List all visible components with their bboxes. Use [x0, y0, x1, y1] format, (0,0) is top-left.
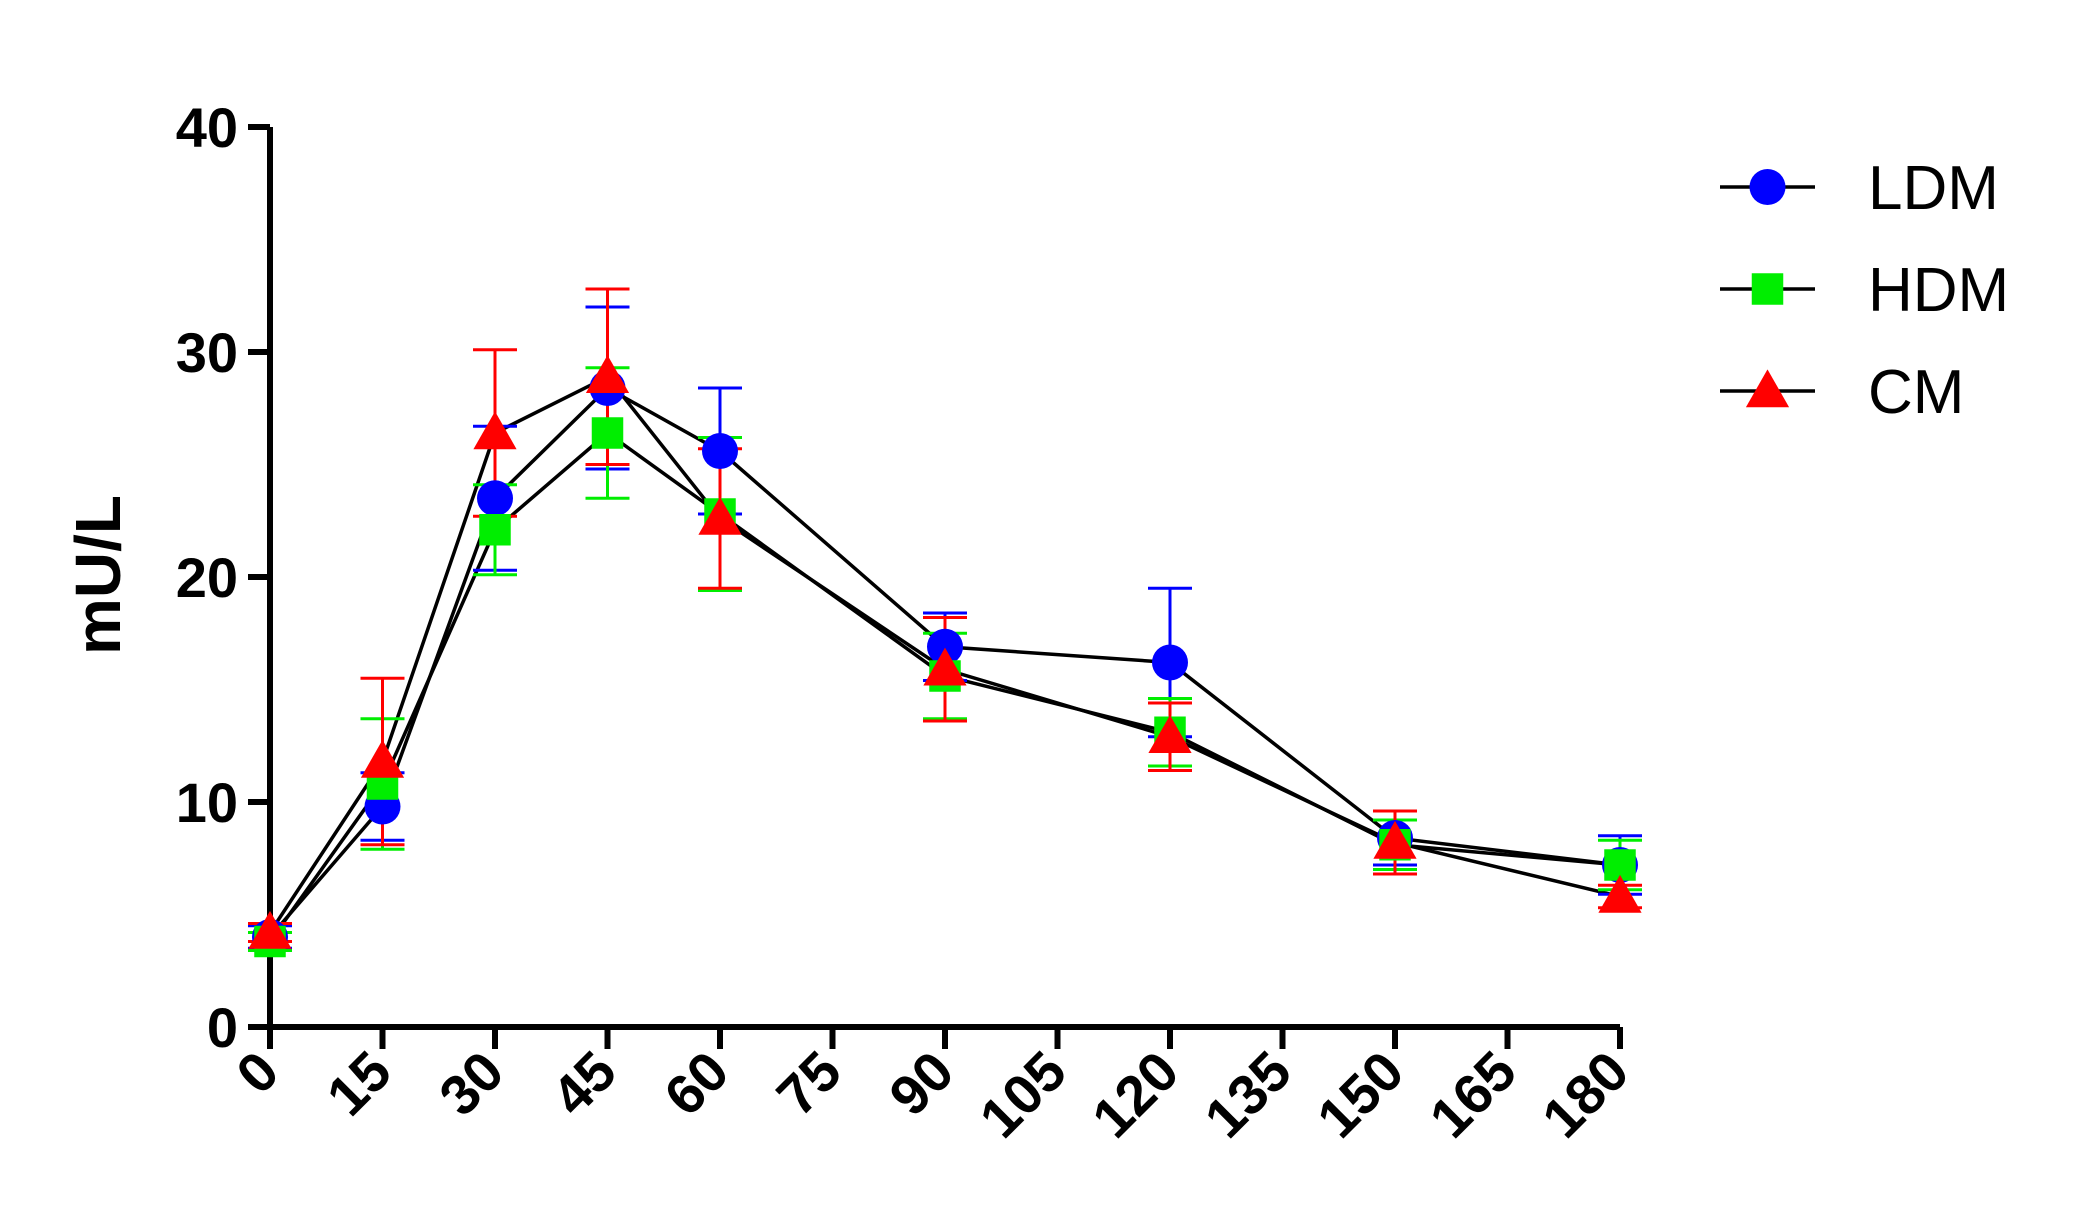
x-tick-label: 60 — [652, 1039, 741, 1128]
x-tick-label: 30 — [427, 1039, 516, 1128]
legend: LDM HDM CM — [1720, 154, 2009, 427]
data-point-cm — [1148, 715, 1192, 753]
legend-item-hdm: HDM — [1720, 256, 2009, 325]
data-point-cm — [473, 411, 517, 450]
legend-marker-cm — [1745, 369, 1790, 408]
data-point-hdm — [479, 514, 511, 546]
data-point-cm — [248, 910, 292, 949]
data-point-cm — [923, 647, 967, 686]
y-tick-label: 40 — [176, 96, 238, 159]
x-tick-label: 135 — [1192, 1039, 1303, 1150]
y-tick-label: 30 — [176, 321, 238, 384]
plot-series — [248, 287, 1642, 958]
y-axis-title: mU/L — [62, 495, 134, 655]
x-tick-label: 105 — [967, 1039, 1078, 1150]
data-point-cm — [1373, 820, 1417, 859]
data-point-cm — [698, 496, 742, 535]
data-point-cm — [1598, 874, 1642, 913]
x-tick-label: 165 — [1417, 1039, 1528, 1150]
data-point-hdm — [591, 417, 624, 449]
y-tick-label: 0 — [207, 996, 238, 1059]
data-point-cm — [360, 739, 405, 778]
legend-item-cm: CM — [1720, 358, 1964, 427]
data-point-ldm — [702, 433, 738, 469]
x-tick-label: 180 — [1530, 1039, 1641, 1150]
legend-marker-hdm — [1751, 273, 1784, 305]
x-tick-label: 90 — [877, 1039, 966, 1128]
series-markers — [248, 355, 1642, 958]
x-tick-label: 15 — [314, 1039, 403, 1128]
y-tick-label: 10 — [176, 771, 238, 834]
legend-label-ldm: LDM — [1868, 154, 1999, 223]
data-point-ldm — [477, 480, 513, 517]
data-point-cm — [585, 355, 630, 393]
data-point-ldm — [927, 628, 963, 665]
legend-item-ldm: LDM — [1720, 154, 1999, 223]
legend-label-cm: CM — [1868, 358, 1964, 427]
y-tick-label: 20 — [176, 546, 238, 609]
x-tick-label: 45 — [539, 1039, 628, 1128]
x-tick-label: 120 — [1080, 1039, 1191, 1150]
x-tick-label: 75 — [764, 1039, 853, 1128]
x-axis: 0 15 30 45 60 75 90 105 120 135 150 165 180 — [224, 1024, 1641, 1150]
legend-marker-ldm — [1749, 169, 1786, 205]
data-point-ldm — [1152, 644, 1188, 681]
legend-label-hdm: HDM — [1868, 256, 2009, 325]
x-tick-label: 150 — [1305, 1039, 1416, 1150]
y-axis: 0 10 20 30 40 — [176, 96, 273, 1059]
